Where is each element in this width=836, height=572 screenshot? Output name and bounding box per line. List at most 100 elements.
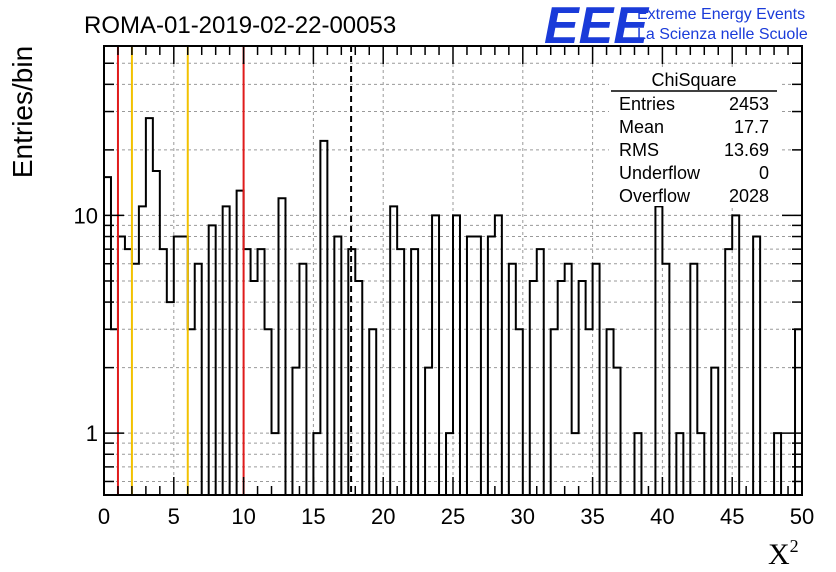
x-tick-label: 20 xyxy=(371,504,395,529)
histogram-bin xyxy=(488,237,495,495)
y-tick-label: 1 xyxy=(86,421,98,446)
x-axis-label: X2 xyxy=(768,536,799,571)
histogram-bin xyxy=(453,215,460,495)
histogram-bin xyxy=(516,329,523,495)
histogram-bin xyxy=(195,264,202,495)
x-tick-label: 25 xyxy=(441,504,465,529)
x-tick-label: 35 xyxy=(580,504,604,529)
histogram-bin xyxy=(181,237,188,495)
histogram-bin xyxy=(446,433,453,495)
x-tick-label: 50 xyxy=(790,504,814,529)
histogram-bin xyxy=(279,198,286,495)
histogram-bin xyxy=(586,329,593,495)
histogram-bin xyxy=(732,215,739,495)
stats-label: Entries xyxy=(619,94,675,114)
histogram-bin xyxy=(244,249,251,495)
histogram-bin xyxy=(174,237,181,495)
histogram-bin xyxy=(537,249,544,495)
histogram-bin xyxy=(223,206,230,495)
stats-label: Underflow xyxy=(619,163,701,183)
histogram-bin xyxy=(265,329,272,495)
x-tick-label: 40 xyxy=(650,504,674,529)
stats-rows: Entries 2453 Mean 17.7 RMS 13.69 Underflow 0 Ove… xyxy=(619,94,769,206)
stats-box-name: ChiSquare xyxy=(651,70,736,90)
histogram-bin xyxy=(753,237,760,495)
x-axis-label-superscript: 2 xyxy=(790,536,799,556)
histogram-outline xyxy=(104,117,803,496)
chart-title: ROMA-01-2019-02-22-00053 xyxy=(84,12,396,39)
histogram-bin xyxy=(411,249,418,495)
histogram-bin xyxy=(167,302,174,495)
x-axis-label-main: X xyxy=(768,538,790,571)
histogram-bin xyxy=(607,329,614,495)
histogram-bin xyxy=(188,329,195,495)
histogram-bin xyxy=(251,281,258,495)
histogram-bin xyxy=(495,215,502,495)
histogram-bin xyxy=(397,249,404,495)
x-tick-label: 15 xyxy=(301,504,325,529)
histogram-bin xyxy=(299,264,306,495)
histogram-bin xyxy=(320,141,327,495)
histogram-bin xyxy=(160,249,167,495)
histogram-bin xyxy=(579,281,586,495)
stats-value: 13.69 xyxy=(724,140,769,160)
reference-lines xyxy=(116,46,353,495)
histogram-bin xyxy=(355,281,362,495)
axis-ticks xyxy=(103,46,803,495)
histogram-bin xyxy=(118,237,125,495)
stats-box: ChiSquare Entries 2453 Mean 17.7 RMS 13.69 Und… xyxy=(609,68,779,206)
histogram-bin xyxy=(139,206,146,495)
tick-labels: 0 5 10 15 20 25 30 35 40 45 50 1 10 xyxy=(74,203,815,529)
histogram-bin xyxy=(334,237,341,495)
histogram-bin xyxy=(272,433,279,495)
histogram-bin xyxy=(111,329,118,495)
histogram-bin xyxy=(258,249,265,495)
histogram-bin xyxy=(153,171,160,495)
histogram-bin xyxy=(572,433,579,495)
histogram-bin xyxy=(125,249,132,495)
stats-label: Mean xyxy=(619,117,664,137)
histogram-bin xyxy=(425,368,432,495)
x-tick-label: 5 xyxy=(168,504,180,529)
stats-value: 0 xyxy=(759,163,769,183)
histogram-bin xyxy=(209,225,216,495)
histogram-bin xyxy=(655,206,662,495)
x-tick-label: 0 xyxy=(98,504,110,529)
histogram-bin xyxy=(774,433,781,495)
stats-value: 2028 xyxy=(729,186,769,206)
x-tick-label: 30 xyxy=(511,504,535,529)
histogram-bin xyxy=(558,281,565,495)
logo-line-1: Extreme Energy Events xyxy=(637,6,805,23)
histogram-bin xyxy=(697,433,704,495)
histogram-bin xyxy=(795,329,802,495)
histogram-bin xyxy=(237,191,244,495)
histogram-bin xyxy=(725,249,732,495)
stats-label: Overflow xyxy=(619,186,691,206)
histogram-bin xyxy=(432,215,439,495)
histogram-bin xyxy=(467,237,474,495)
histogram-bin xyxy=(593,264,600,495)
histogram-bin xyxy=(474,237,481,495)
logo-line-2: La Scienza nelle Scuole xyxy=(637,26,808,43)
histogram-bin xyxy=(614,368,621,495)
histogram-bin xyxy=(676,433,683,495)
histogram-bin xyxy=(662,264,669,495)
histogram-bin xyxy=(146,118,153,495)
y-tick-label: 10 xyxy=(74,203,98,228)
histogram-bin xyxy=(634,433,641,495)
histogram-bin xyxy=(551,329,558,495)
stats-value: 17.7 xyxy=(734,117,769,137)
histogram-bin xyxy=(530,281,537,495)
x-tick-label: 45 xyxy=(720,504,744,529)
x-tick-label: 10 xyxy=(231,504,255,529)
histogram-bin xyxy=(509,264,516,495)
stats-label: RMS xyxy=(619,140,659,160)
histogram-bin xyxy=(690,264,697,495)
stats-value: 2453 xyxy=(729,94,769,114)
y-axis-label: Entries/bin xyxy=(7,46,38,178)
histogram-bin xyxy=(565,264,572,495)
histogram-bin xyxy=(313,433,320,495)
histogram-bin xyxy=(292,368,299,495)
histogram-bin xyxy=(390,206,397,495)
histogram-bin xyxy=(132,264,139,495)
